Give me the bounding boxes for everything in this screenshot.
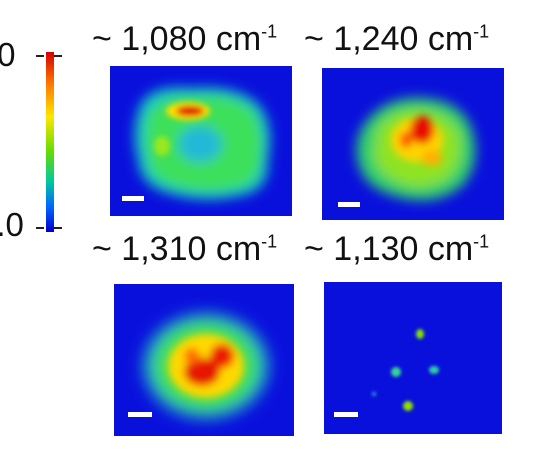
- raman-map-1310: [114, 284, 294, 436]
- scale-bar: [122, 196, 144, 201]
- colorbar-ticks: [36, 55, 62, 229]
- panel-title-1130: ~ 1,130 cm-1: [304, 230, 490, 268]
- colorbar-max-label: .0: [0, 36, 16, 73]
- colorbar-min-label: 0.0: [0, 206, 24, 243]
- panel-title-1240: ~ 1,240 cm-1: [304, 20, 490, 58]
- scale-bar: [338, 202, 360, 207]
- colorbar: [44, 52, 56, 232]
- panel-title-1310: ~ 1,310 cm-1: [92, 230, 278, 268]
- scale-bar: [334, 412, 358, 417]
- raman-map-1130: [324, 282, 502, 434]
- scale-bar: [128, 412, 152, 417]
- raman-map-1080: [110, 66, 292, 216]
- raman-map-1240: [322, 68, 504, 220]
- panel-title-1080: ~ 1,080 cm-1: [92, 20, 278, 58]
- colorbar-gradient: [46, 52, 54, 232]
